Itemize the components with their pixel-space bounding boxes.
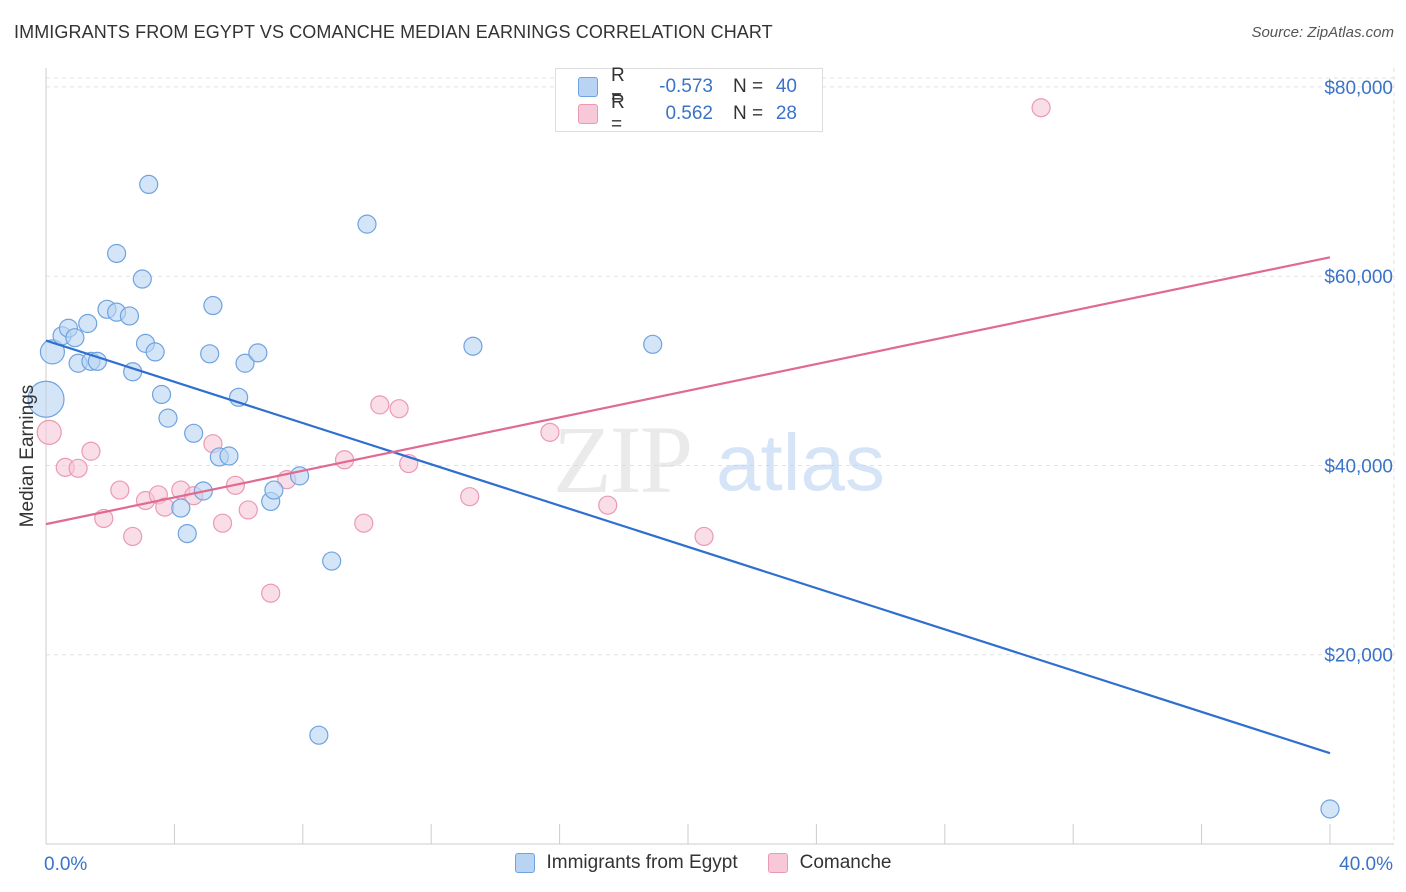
legend-swatch-comanche	[767, 853, 788, 873]
egypt-point	[235, 353, 255, 373]
egypt-point	[463, 336, 483, 356]
watermark-zip: ZIP	[553, 406, 691, 513]
egypt-point	[248, 343, 268, 363]
egypt-point	[145, 342, 165, 362]
egypt-point	[264, 480, 284, 500]
legend-row-egypt: R = -0.573 N = 40	[578, 65, 797, 108]
gridlines	[46, 68, 1395, 844]
legend-r-value: 0.562	[665, 103, 713, 124]
egypt-point	[1320, 799, 1340, 819]
series-legend: Immigrants from Egypt Comanche	[0, 852, 1406, 874]
comanche-trend-line	[45, 256, 1331, 526]
comanche-point	[261, 583, 281, 603]
comanche-point	[36, 419, 62, 445]
egypt-point	[177, 523, 197, 544]
legend-swatch-egypt	[514, 853, 535, 873]
comanche-point	[238, 500, 258, 520]
egypt-point	[132, 269, 152, 289]
y-tick-label: $40,000	[1324, 456, 1393, 477]
egypt-point	[87, 351, 107, 371]
y-tick-label: $60,000	[1324, 267, 1393, 288]
trend-lines	[45, 256, 1331, 755]
comanche-point	[123, 526, 143, 547]
egypt-point	[158, 408, 178, 428]
legend-n-label: N =	[733, 76, 764, 97]
comanche-point	[370, 395, 390, 415]
egypt-point	[78, 313, 98, 334]
egypt-point	[107, 243, 127, 264]
comanche-point	[1031, 98, 1051, 118]
watermark-atlas: atlas	[716, 418, 885, 507]
y-tick-label: $80,000	[1324, 78, 1393, 99]
egypt-point	[643, 334, 663, 354]
egypt-point	[200, 344, 220, 364]
comanche-point	[598, 495, 618, 515]
legend-item-comanche[interactable]: Comanche	[767, 852, 892, 874]
egypt-point	[39, 339, 66, 365]
comanche-point	[389, 399, 409, 419]
axis-labels: $20,000 $40,000 $60,000 $80,000 0.0% 40.0% Med…	[17, 78, 1393, 875]
x-tick-label: 40.0%	[1339, 854, 1393, 875]
egypt-point	[171, 498, 191, 518]
comanche-point	[81, 441, 101, 461]
comanche-point	[354, 513, 374, 533]
egypt-point	[184, 423, 204, 443]
comanche-point	[540, 422, 560, 442]
y-axis-title: Median Earnings	[17, 385, 38, 528]
egypt-point	[322, 551, 342, 571]
egypt-point	[119, 306, 140, 326]
comanche-point	[694, 526, 714, 547]
legend-r-label: R =	[611, 92, 625, 135]
egypt-point	[309, 725, 329, 745]
data-points	[27, 98, 1340, 819]
legend-row-comanche: R = 0.562 N = 28	[578, 92, 797, 135]
x-tick-label: 0.0%	[44, 854, 87, 875]
egypt-point	[65, 328, 85, 348]
chart-title: IMMIGRANTS FROM EGYPT VS COMANCHE MEDIAN…	[14, 22, 773, 42]
legend-r-label: R =	[611, 65, 625, 108]
legend-item-egypt[interactable]: Immigrants from Egypt	[514, 852, 738, 874]
source-label: Source: ZipAtlas.com	[1251, 24, 1394, 41]
legend-n-value: 28	[775, 103, 797, 124]
legend-label-comanche: Comanche	[799, 852, 892, 873]
egypt-point	[27, 380, 65, 418]
egypt-point	[151, 384, 172, 405]
legend-swatch-egypt	[578, 77, 598, 97]
egypt-point	[219, 446, 239, 466]
y-tick-label: $20,000	[1324, 646, 1393, 667]
egypt-point	[203, 295, 223, 316]
axes	[45, 68, 1394, 845]
egypt-point	[139, 174, 159, 194]
comanche-point	[212, 513, 233, 533]
legend-r-value: -0.573	[659, 76, 713, 97]
egypt-point	[357, 214, 377, 234]
comanche-point	[460, 487, 480, 507]
watermark: ZIP atlas	[553, 406, 885, 513]
comanche-point	[68, 458, 88, 478]
legend-n-value: 40	[775, 76, 797, 97]
comanche-point	[110, 480, 130, 500]
egypt-trend-line	[45, 339, 1331, 755]
legend-n-label: N =	[733, 103, 764, 124]
legend-swatch-comanche	[578, 104, 598, 124]
correlation-legend: R = -0.573 N = 40 R = 0.562 N = 28	[555, 65, 823, 135]
legend-label-egypt: Immigrants from Egypt	[546, 852, 738, 873]
